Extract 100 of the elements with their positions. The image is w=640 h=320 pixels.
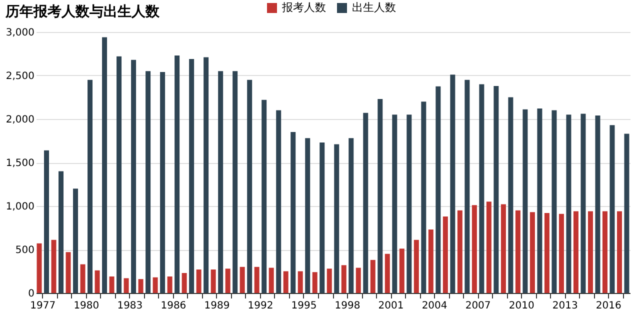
bar bbox=[616, 211, 622, 293]
x-tick-label: 2013 bbox=[552, 300, 578, 312]
bar bbox=[378, 98, 383, 293]
bar bbox=[479, 84, 484, 293]
bar bbox=[225, 268, 230, 293]
bar bbox=[442, 216, 448, 293]
bar bbox=[558, 214, 564, 293]
y-tick-label: 2,000 bbox=[6, 114, 34, 126]
bar bbox=[384, 254, 390, 293]
bar bbox=[552, 110, 557, 293]
bar bbox=[530, 212, 535, 293]
bar bbox=[588, 211, 593, 293]
x-tick-label: 1998 bbox=[334, 300, 360, 312]
bar bbox=[595, 116, 600, 293]
bar bbox=[73, 188, 78, 293]
bar bbox=[218, 71, 224, 293]
bar bbox=[102, 37, 108, 293]
x-tick-label: 2004 bbox=[422, 300, 448, 312]
bar bbox=[66, 252, 71, 293]
bar bbox=[44, 150, 50, 293]
bar bbox=[624, 134, 630, 293]
bar bbox=[254, 266, 260, 293]
bar bbox=[428, 229, 434, 293]
bar bbox=[494, 86, 499, 293]
bar bbox=[356, 268, 361, 293]
y-tick-label: 2,500 bbox=[6, 71, 34, 82]
bar bbox=[204, 57, 209, 293]
bar bbox=[182, 272, 187, 293]
bar bbox=[522, 109, 528, 293]
x-tick-label: 1995 bbox=[291, 300, 317, 312]
bar bbox=[537, 108, 542, 293]
legend-label: 报考人数 bbox=[281, 1, 326, 14]
bar bbox=[240, 266, 245, 293]
bar bbox=[80, 264, 86, 293]
bar bbox=[51, 240, 56, 293]
bar bbox=[610, 125, 615, 293]
x-tick-label: 1977 bbox=[30, 300, 56, 312]
bar bbox=[472, 205, 477, 293]
y-tick-label: 1,000 bbox=[6, 202, 34, 212]
bar bbox=[312, 272, 318, 293]
bar bbox=[464, 80, 470, 293]
bar bbox=[146, 71, 151, 293]
bar bbox=[174, 55, 180, 293]
bar bbox=[406, 114, 412, 293]
bar bbox=[457, 210, 462, 293]
bar bbox=[486, 202, 492, 293]
y-tick-label: 1,500 bbox=[6, 158, 34, 169]
bar bbox=[167, 276, 172, 293]
bar bbox=[602, 211, 608, 293]
x-tick-label: 2001 bbox=[378, 300, 404, 312]
x-tick-label: 1992 bbox=[248, 300, 274, 312]
chart-title: 历年报考人数与出生人数 bbox=[4, 4, 160, 20]
bar bbox=[436, 86, 441, 293]
bar bbox=[414, 240, 419, 293]
x-tick-label: 2007 bbox=[465, 300, 491, 312]
bar bbox=[290, 132, 296, 293]
bar bbox=[573, 211, 578, 293]
bar bbox=[580, 114, 586, 293]
x-tick-label: 1989 bbox=[204, 300, 230, 312]
bar bbox=[348, 138, 354, 293]
bar bbox=[189, 58, 194, 293]
bar bbox=[421, 102, 426, 293]
bar bbox=[138, 279, 144, 293]
bar bbox=[94, 270, 100, 293]
bar bbox=[88, 80, 93, 293]
bar bbox=[298, 271, 303, 293]
bar bbox=[508, 97, 514, 293]
bar bbox=[320, 142, 325, 293]
bar bbox=[370, 260, 376, 293]
x-tick-label: 2016 bbox=[596, 300, 622, 312]
bar bbox=[334, 144, 340, 293]
x-tick-label: 1986 bbox=[160, 300, 186, 312]
bar bbox=[152, 277, 158, 293]
x-tick-label: 1980 bbox=[74, 300, 100, 312]
bar bbox=[363, 112, 368, 293]
bar bbox=[305, 138, 310, 293]
bar bbox=[500, 204, 506, 293]
bar bbox=[268, 268, 274, 293]
bar bbox=[109, 276, 114, 293]
bar bbox=[276, 110, 282, 293]
bar bbox=[450, 74, 456, 293]
bar bbox=[58, 171, 64, 293]
bar bbox=[232, 71, 238, 293]
bar bbox=[283, 271, 288, 293]
bar bbox=[262, 100, 267, 293]
y-tick-label: 3,000 bbox=[6, 28, 34, 38]
bar bbox=[247, 80, 252, 293]
bar bbox=[341, 265, 346, 293]
bar bbox=[36, 243, 42, 293]
bar bbox=[210, 270, 216, 293]
bar bbox=[544, 212, 550, 293]
bar bbox=[566, 114, 572, 293]
bar bbox=[124, 278, 129, 293]
x-tick-label: 2010 bbox=[508, 300, 534, 312]
bar bbox=[160, 72, 166, 293]
bar bbox=[116, 56, 122, 293]
bar bbox=[399, 248, 404, 293]
bar bbox=[326, 268, 332, 293]
y-tick-label: 0 bbox=[28, 288, 34, 300]
legend-label: 出生人数 bbox=[352, 1, 396, 14]
